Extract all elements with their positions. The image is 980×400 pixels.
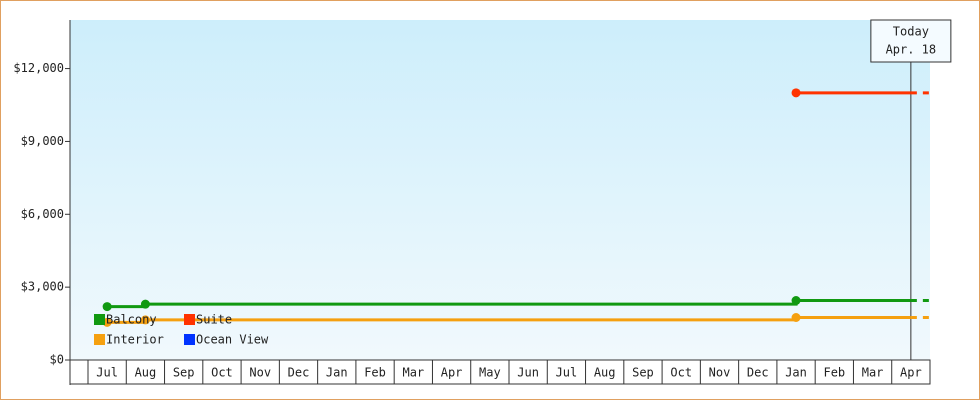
- x-tick-label: Oct: [670, 366, 692, 380]
- x-tick-label: Dec: [288, 366, 310, 380]
- x-tick-label: Sep: [632, 366, 654, 380]
- x-tick-label: Jul: [96, 366, 118, 380]
- x-tick-label: Jan: [326, 366, 348, 380]
- x-tick-label: Feb: [823, 366, 845, 380]
- y-tick-label: $6,000: [21, 207, 64, 221]
- x-tick-label: Nov: [249, 366, 271, 380]
- x-tick-label: Feb: [364, 366, 386, 380]
- x-tick-label: Sep: [173, 366, 195, 380]
- x-tick-label: Jun: [517, 366, 539, 380]
- y-tick-label: $3,000: [21, 280, 64, 294]
- x-tick-label: Apr: [441, 366, 463, 380]
- x-tick-label: Oct: [211, 366, 233, 380]
- y-tick-label: $12,000: [13, 61, 64, 75]
- y-tick-label: $9,000: [21, 134, 64, 148]
- legend-swatch: [184, 334, 195, 345]
- x-tick-label: Mar: [862, 366, 884, 380]
- x-tick-label: Jan: [785, 366, 807, 380]
- today-box: [870, 19, 952, 63]
- x-tick-label: Jul: [556, 366, 578, 380]
- x-tick-label: Dec: [747, 366, 769, 380]
- y-tick-label: $0: [50, 353, 64, 367]
- x-tick-label: Nov: [709, 366, 731, 380]
- x-tick-label: Aug: [135, 366, 157, 380]
- series-line: [107, 316, 911, 324]
- plot-area: [70, 20, 930, 360]
- legend-label: Balcony: [106, 313, 157, 327]
- x-tick-label: May: [479, 366, 501, 380]
- legend-swatch: [184, 314, 195, 325]
- today-label: Apr. 18: [886, 43, 937, 57]
- today-label: Today: [893, 25, 929, 39]
- legend-swatch: [94, 334, 105, 345]
- x-tick-label: Apr: [900, 366, 922, 380]
- legend-swatch: [94, 314, 105, 325]
- legend-label: Suite: [196, 313, 232, 327]
- x-tick-label: Aug: [594, 366, 616, 380]
- x-tick-label: Mar: [402, 366, 424, 380]
- legend-label: Interior: [106, 333, 164, 347]
- series-line: [107, 299, 911, 309]
- x-axis-band: [69, 359, 931, 385]
- legend-label: Ocean View: [196, 333, 269, 347]
